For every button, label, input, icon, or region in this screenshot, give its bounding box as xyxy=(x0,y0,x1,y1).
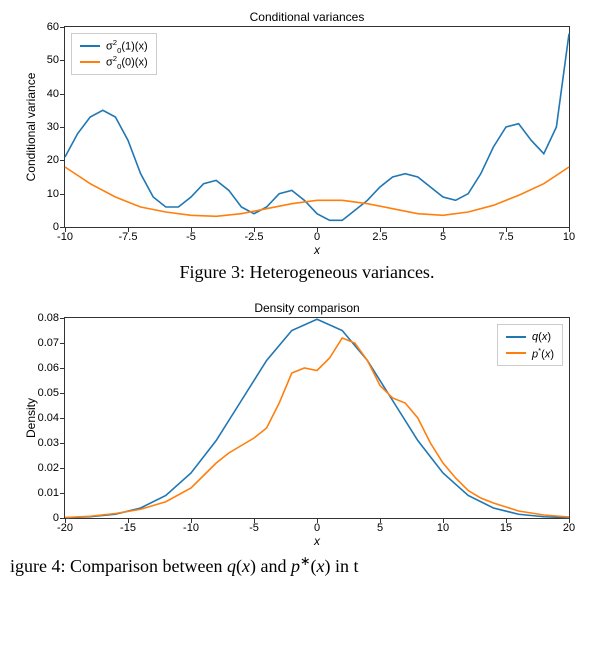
ytick-label: 40 xyxy=(47,88,59,100)
ytick-mark xyxy=(60,443,65,444)
ytick-label: 0.04 xyxy=(38,412,59,424)
legend-swatch xyxy=(506,352,526,354)
ytick-label: 0.06 xyxy=(38,362,59,374)
caption2-prefix: igure 4: Comparison between xyxy=(10,556,227,576)
chart2-legend: q(x) p*(x) xyxy=(497,324,563,366)
xtick-label: -7.5 xyxy=(119,231,138,243)
ytick-label: 0 xyxy=(53,221,59,233)
chart2-ylabel: Density xyxy=(24,398,38,438)
xtick-label: -10 xyxy=(183,522,199,534)
ytick-mark xyxy=(60,60,65,61)
ytick-mark xyxy=(60,468,65,469)
chart2-plot-area: Density x q(x)p*(x) -20-15-10-5051015200… xyxy=(64,317,570,519)
xtick-label: 10 xyxy=(563,231,575,243)
ytick-label: 0 xyxy=(53,512,59,524)
ytick-mark xyxy=(60,368,65,369)
ytick-label: 0.05 xyxy=(38,387,59,399)
series-q xyxy=(65,319,569,518)
ytick-label: 10 xyxy=(47,188,59,200)
legend-label: q(x) xyxy=(532,331,551,343)
caption2-mid: and xyxy=(256,556,291,576)
ytick-label: 0.08 xyxy=(38,312,59,324)
legend-swatch xyxy=(80,45,100,47)
legend-label: p*(x) xyxy=(532,346,554,361)
chart2-title: Density comparison xyxy=(10,301,604,315)
ytick-label: 0.03 xyxy=(38,437,59,449)
xtick-label: 5 xyxy=(440,231,446,243)
ytick-mark xyxy=(60,27,65,28)
chart1-ylabel: Conditional variance xyxy=(24,73,38,182)
xtick-label: 10 xyxy=(437,522,449,534)
ytick-label: 20 xyxy=(47,154,59,166)
figure3-caption: Figure 3: Heterogeneous variances. xyxy=(10,262,604,283)
figure-3: Conditional variances Conditional varian… xyxy=(10,10,604,283)
xtick-label: -2.5 xyxy=(245,231,264,243)
chart2-svg xyxy=(65,318,569,518)
xtick-label: 7.5 xyxy=(498,231,513,243)
legend-item: σ20(0)(x) xyxy=(80,54,148,70)
chart1-xlabel: x xyxy=(314,243,320,257)
ytick-mark xyxy=(60,318,65,319)
xtick-label: 5 xyxy=(377,522,383,534)
xtick-label: -5 xyxy=(186,231,196,243)
ytick-mark xyxy=(60,518,65,519)
legend-swatch xyxy=(506,336,526,338)
ytick-label: 30 xyxy=(47,121,59,133)
caption2-suffix: in t xyxy=(331,556,359,576)
legend-label: σ20(0)(x) xyxy=(106,54,148,71)
xtick-label: -20 xyxy=(57,522,73,534)
chart1-title: Conditional variances xyxy=(10,10,604,24)
ytick-label: 0.02 xyxy=(38,462,59,474)
chart2-xlabel: x xyxy=(314,534,320,548)
legend-label: σ20(1)(x) xyxy=(106,38,148,55)
ytick-mark xyxy=(60,343,65,344)
figure-4: Density comparison Density x q(x) p*(x) -… xyxy=(10,301,604,577)
ytick-mark xyxy=(60,127,65,128)
ytick-label: 50 xyxy=(47,54,59,66)
ytick-mark xyxy=(60,94,65,95)
ytick-mark xyxy=(60,160,65,161)
chart1-plot-area: Conditional variance x σ20(1)(x)σ20(0)(x… xyxy=(64,26,570,228)
figure4-caption: igure 4: Comparison between q(x) and p∗(… xyxy=(10,553,604,577)
xtick-label: 2.5 xyxy=(372,231,387,243)
ytick-label: 0.07 xyxy=(38,337,59,349)
xtick-label: 15 xyxy=(500,522,512,534)
xtick-label: -10 xyxy=(57,231,73,243)
ytick-label: 0.01 xyxy=(38,487,59,499)
xtick-label: 20 xyxy=(563,522,575,534)
legend-item: q(x) xyxy=(506,329,554,345)
series-pstar xyxy=(65,338,569,518)
ytick-mark xyxy=(60,194,65,195)
legend-item: σ20(1)(x) xyxy=(80,38,148,54)
xtick-label: 0 xyxy=(314,522,320,534)
ytick-mark xyxy=(60,493,65,494)
xtick-label: -5 xyxy=(249,522,259,534)
ytick-mark xyxy=(60,227,65,228)
chart1-legend: σ20(1)(x)σ20(0)(x) xyxy=(71,33,157,75)
ytick-mark xyxy=(60,418,65,419)
legend-item: p*(x) xyxy=(506,345,554,361)
xtick-label: -15 xyxy=(120,522,136,534)
xtick-label: 0 xyxy=(314,231,320,243)
ytick-label: 60 xyxy=(47,21,59,33)
legend-swatch xyxy=(80,61,100,63)
ytick-mark xyxy=(60,393,65,394)
